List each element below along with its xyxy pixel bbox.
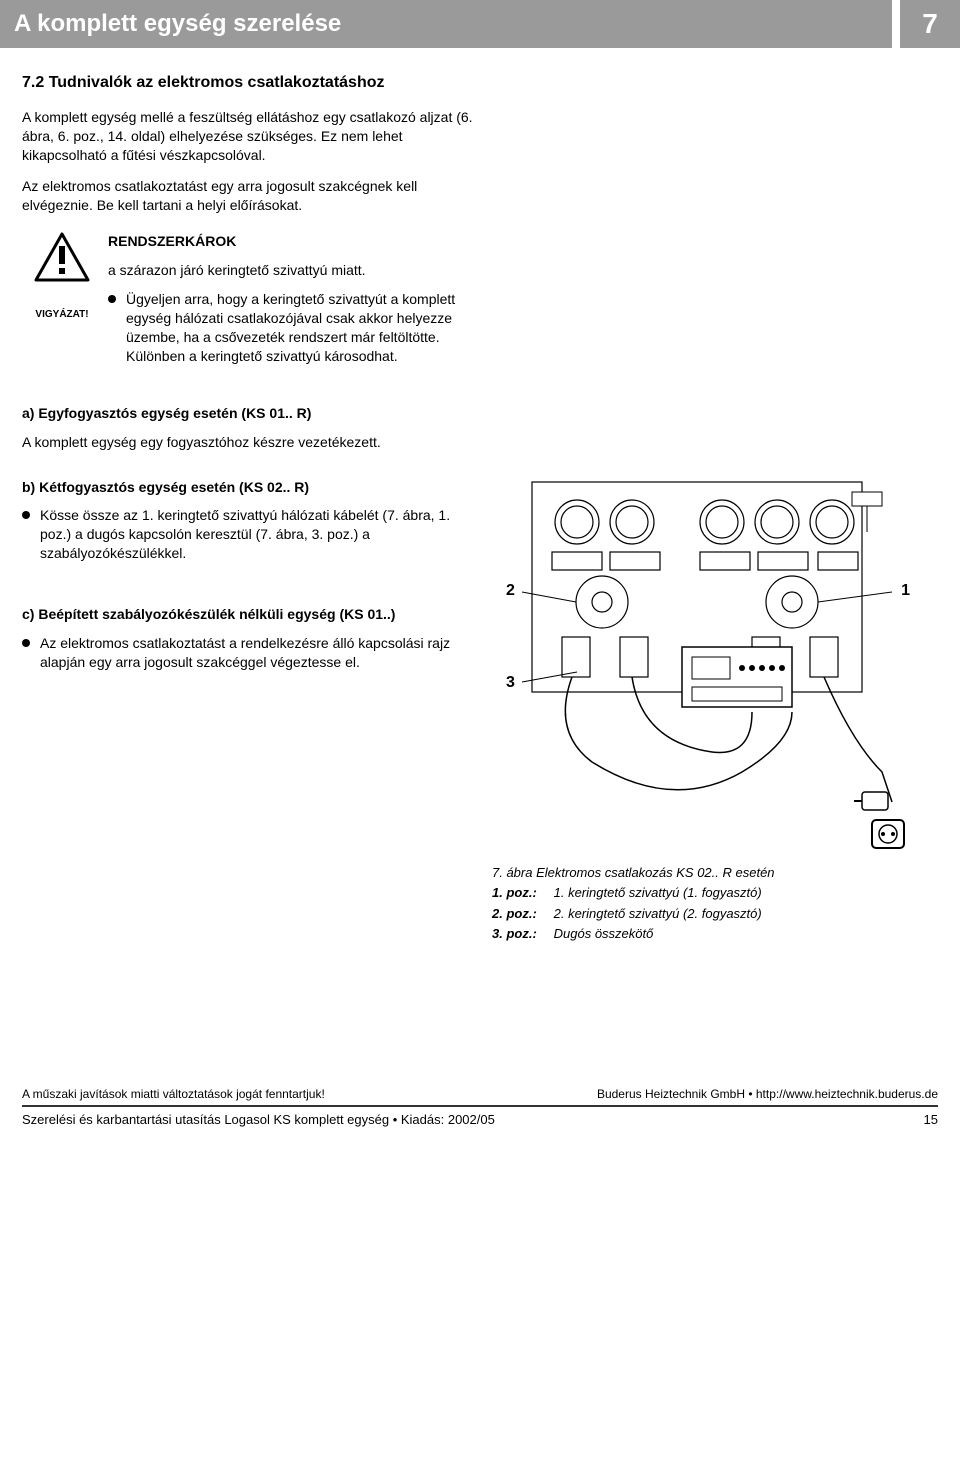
footer-left-2: Szerelési és karbantartási utasítás Loga… [22,1111,495,1129]
warning-heading: RENDSZERKÁROK [108,232,477,251]
warning-bullet: Ügyeljen arra, hogy a keringtető szivatt… [108,290,477,366]
page-content: 7.2 Tudnivalók az elektromos csatlakozta… [0,72,960,945]
figure-diagram: 2 1 3 [492,472,912,852]
block-c-bullet: Az elektromos csatlakoztatást a rendelke… [22,634,462,672]
block-c-heading: c) Beépített szabályozókészülék nélküli … [22,605,462,624]
chapter-number: 7 [900,0,960,48]
block-a-heading: a) Egyfogyasztós egység esetén (KS 01.. … [22,404,477,423]
callout-2: 2 [506,580,515,602]
legend-row: 2. poz.: 2. keringtető szivattyú (2. fog… [492,905,938,923]
block-b-bullet: Kösse össze az 1. keringtető szivattyú h… [22,506,462,563]
legend-row: 3. poz.: Dugós összekötő [492,925,938,943]
footer-right-1: Buderus Heiztechnik GmbH • http://www.he… [597,1086,938,1102]
block-b-heading: b) Kétfogyasztós egység esetén (KS 02.. … [22,478,462,497]
warning-label: VIGYÁZAT! [22,308,102,322]
figure-caption: 7. ábra Elektromos csatlakozás KS 02.. R… [492,864,938,882]
callout-3: 3 [506,672,515,694]
intro-paragraph-2: Az elektromos csatlakoztatást egy arra j… [22,177,477,215]
intro-paragraph-1: A komplett egység mellé a feszültség ell… [22,108,477,165]
warning-subtext: a szárazon járó keringtető szivattyú mia… [108,261,477,280]
page-footer: A műszaki javítások miatti változtatások… [0,1086,960,1129]
warning-icon [34,232,90,282]
warning-block: VIGYÁZAT! RENDSZERKÁROK a szárazon járó … [22,232,477,377]
callout-1: 1 [901,580,910,602]
page-number: 15 [924,1111,938,1129]
page-header: A komplett egység szerelése 7 [0,0,960,48]
header-title: A komplett egység szerelése [0,0,892,48]
block-a-text: A komplett egység egy fogyasztóhoz készr… [22,433,477,452]
legend-row: 1. poz.: 1. keringtető szivattyú (1. fog… [492,884,938,902]
footer-left-1: A műszaki javítások miatti változtatások… [22,1086,325,1102]
section-heading: 7.2 Tudnivalók az elektromos csatlakozta… [22,72,477,94]
figure-caption-block: 7. ábra Elektromos csatlakozás KS 02.. R… [492,864,938,943]
